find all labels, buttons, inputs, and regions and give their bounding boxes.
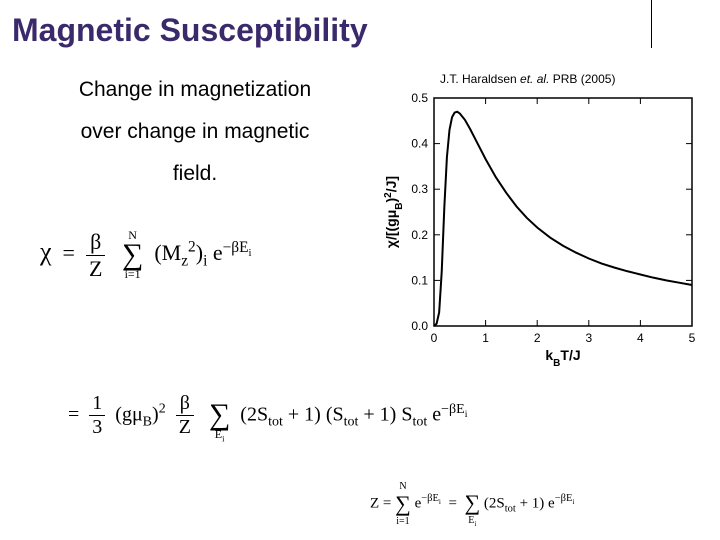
description-block: Change in magnetization over change in m… (30, 78, 360, 204)
susceptibility-chart: 0 1 2 3 4 5 0.0 0.1 0.2 0.3 0.4 0.5 kBT/J χ/[(gμB)2/J… (382, 88, 702, 368)
svg-text:0.0: 0.0 (411, 319, 428, 333)
svg-text:5: 5 (689, 331, 696, 345)
desc-line-1: Change in magnetization (30, 78, 360, 102)
svg-text:0: 0 (431, 331, 438, 345)
svg-text:0.2: 0.2 (411, 228, 428, 242)
svg-text:χ/[(gμB)2/J]: χ/[(gμB)2/J] (383, 176, 405, 248)
desc-line-3: field. (30, 162, 360, 186)
citation-author: J.T. Haraldsen (440, 72, 517, 86)
citation-etal: et. al. (520, 72, 549, 86)
svg-text:3: 3 (585, 331, 592, 345)
citation: J.T. Haraldsen et. al. PRB (2005) (440, 72, 615, 86)
svg-text:kBT/J: kBT/J (545, 347, 580, 368)
svg-text:0.3: 0.3 (411, 182, 428, 196)
svg-text:2: 2 (534, 331, 541, 345)
chart-svg: 0 1 2 3 4 5 0.0 0.1 0.2 0.3 0.4 0.5 kBT/J χ/[(gμB)2/J… (382, 88, 702, 368)
svg-text:0.5: 0.5 (411, 91, 428, 105)
svg-text:4: 4 (637, 331, 644, 345)
svg-text:0.4: 0.4 (411, 137, 428, 151)
desc-line-2: over change in magnetic (30, 120, 360, 144)
formula-partition: Z = N∑i=1 e−βEi = ∑Ei (2Stot + 1) e−βEi (370, 480, 720, 528)
citation-ref: PRB (2005) (553, 72, 616, 86)
formula-chi-sum: χ = βZ N∑i=1 (Mz2)i e−βEi (40, 228, 360, 282)
svg-text:1: 1 (482, 331, 489, 345)
page-title: Magnetic Susceptibility (12, 12, 368, 49)
formula-expanded: = 13 (gμB)2 βZ ∑Ei (2Stot + 1) (Stot + 1… (68, 388, 628, 443)
top-divider (651, 0, 652, 48)
svg-text:0.1: 0.1 (411, 273, 428, 287)
